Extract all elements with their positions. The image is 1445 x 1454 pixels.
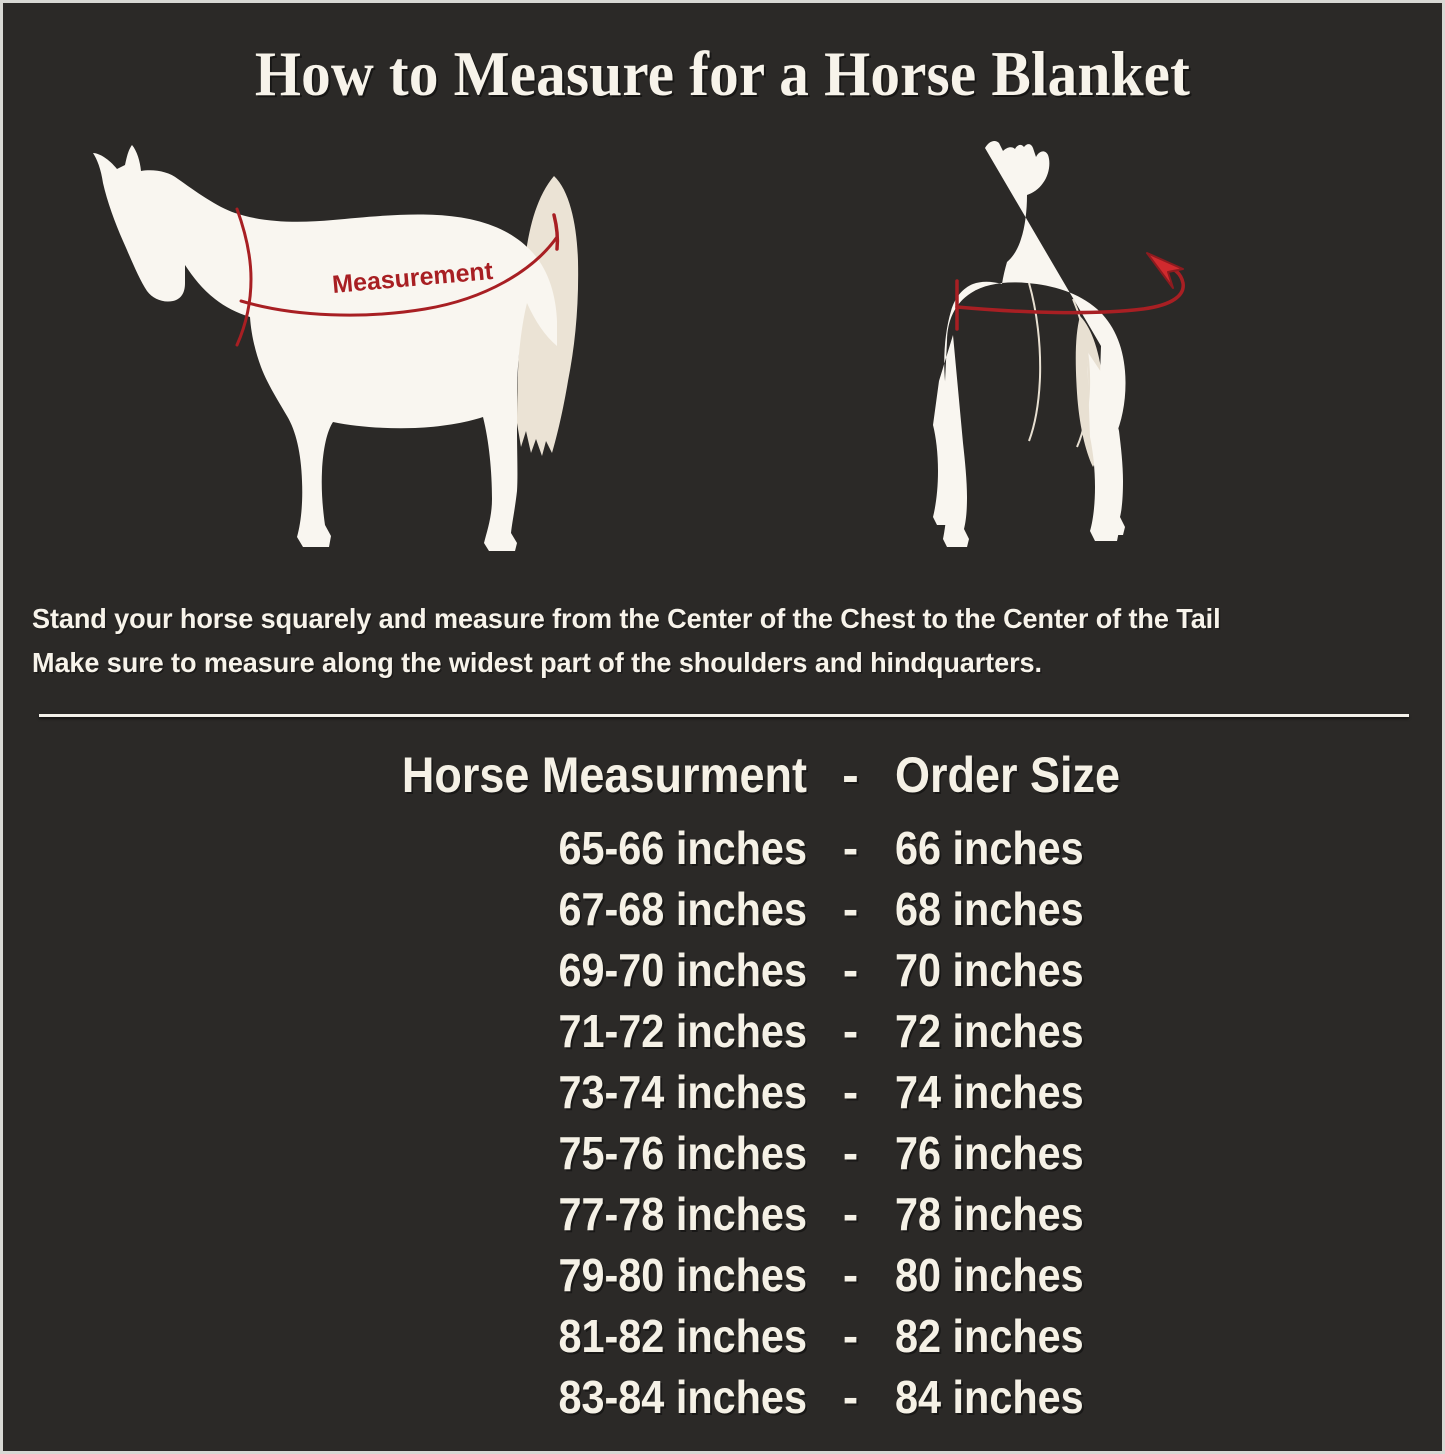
table-row: 69-70 inches - 70 inches bbox=[3, 940, 1442, 1001]
cell-order-size: 74 inches bbox=[894, 1066, 1084, 1118]
cell-dash: - bbox=[842, 944, 859, 996]
cell-dash: - bbox=[842, 1127, 859, 1179]
table-row: 83-84 inches - 84 inches bbox=[3, 1367, 1442, 1428]
illustrations-panel: Measurement bbox=[3, 123, 1442, 583]
cell-dash: - bbox=[842, 1249, 859, 1301]
table-row: 65-66 inches - 66 inches bbox=[3, 818, 1442, 879]
cell-measurement: 77-78 inches bbox=[557, 1188, 807, 1240]
table-row: 73-74 inches - 74 inches bbox=[3, 1062, 1442, 1123]
cell-measurement: 67-68 inches bbox=[557, 883, 807, 935]
instruction-line-1: Stand your horse squarely and measure fr… bbox=[32, 603, 1221, 634]
cell-dash: - bbox=[842, 1188, 859, 1240]
table-row: 71-72 inches - 72 inches bbox=[3, 1001, 1442, 1062]
cell-order-size: 66 inches bbox=[894, 822, 1084, 874]
table-row: 75-76 inches - 76 inches bbox=[3, 1123, 1442, 1184]
arrowhead-icon bbox=[1146, 252, 1184, 289]
cell-measurement: 65-66 inches bbox=[557, 822, 807, 874]
horse-body-side bbox=[93, 145, 557, 551]
cell-measurement: 69-70 inches bbox=[557, 944, 807, 996]
instructions-text: Stand your horse squarely and measure fr… bbox=[32, 597, 1401, 685]
cell-order-size: 80 inches bbox=[894, 1249, 1084, 1301]
cell-measurement: 83-84 inches bbox=[557, 1371, 807, 1423]
horse-body-rear bbox=[933, 140, 1126, 547]
cell-order-size: 68 inches bbox=[894, 883, 1084, 935]
table-row: 67-68 inches - 68 inches bbox=[3, 879, 1442, 940]
cell-measurement: 75-76 inches bbox=[557, 1127, 807, 1179]
horse-rear-shading bbox=[1028, 282, 1091, 448]
cell-measurement: 81-82 inches bbox=[557, 1310, 807, 1362]
table-header-dash: - bbox=[842, 747, 859, 803]
cell-measurement: 71-72 inches bbox=[557, 1005, 807, 1057]
page-title: How to Measure for a Horse Blanket bbox=[254, 39, 1191, 109]
table-row: 81-82 inches - 82 inches bbox=[3, 1306, 1442, 1367]
cell-order-size: 84 inches bbox=[894, 1371, 1084, 1423]
size-chart-table: Horse Measurment - Order Size 65-66 inch… bbox=[3, 736, 1442, 1428]
cell-order-size: 76 inches bbox=[894, 1127, 1084, 1179]
cell-dash: - bbox=[842, 1005, 859, 1057]
table-header-order-size: Order Size bbox=[894, 747, 1120, 803]
cell-order-size: 82 inches bbox=[894, 1310, 1084, 1362]
measurement-arrow-rear bbox=[955, 252, 1185, 331]
cell-measurement: 73-74 inches bbox=[557, 1066, 807, 1118]
cell-dash: - bbox=[842, 1066, 859, 1118]
cell-dash: - bbox=[842, 1310, 859, 1362]
measurement-label: Measurement bbox=[331, 257, 495, 299]
cell-measurement: 79-80 inches bbox=[557, 1249, 807, 1301]
table-header-row: Horse Measurment - Order Size bbox=[3, 736, 1442, 814]
cell-dash: - bbox=[842, 822, 859, 874]
table-row: 77-78 inches - 78 inches bbox=[3, 1184, 1442, 1245]
cell-order-size: 72 inches bbox=[894, 1005, 1084, 1057]
section-divider bbox=[39, 714, 1409, 717]
cell-order-size: 78 inches bbox=[894, 1188, 1084, 1240]
cell-dash: - bbox=[842, 1371, 859, 1423]
measurement-line-side bbox=[235, 207, 560, 347]
table-header-measurement: Horse Measurment bbox=[401, 747, 807, 803]
table-row: 79-80 inches - 80 inches bbox=[3, 1245, 1442, 1306]
cell-dash: - bbox=[842, 883, 859, 935]
instruction-line-2: Make sure to measure along the widest pa… bbox=[32, 647, 1042, 678]
cell-order-size: 70 inches bbox=[894, 944, 1084, 996]
horse-rear-view-illustration bbox=[933, 140, 1185, 547]
horse-side-view-illustration: Measurement bbox=[93, 145, 579, 551]
